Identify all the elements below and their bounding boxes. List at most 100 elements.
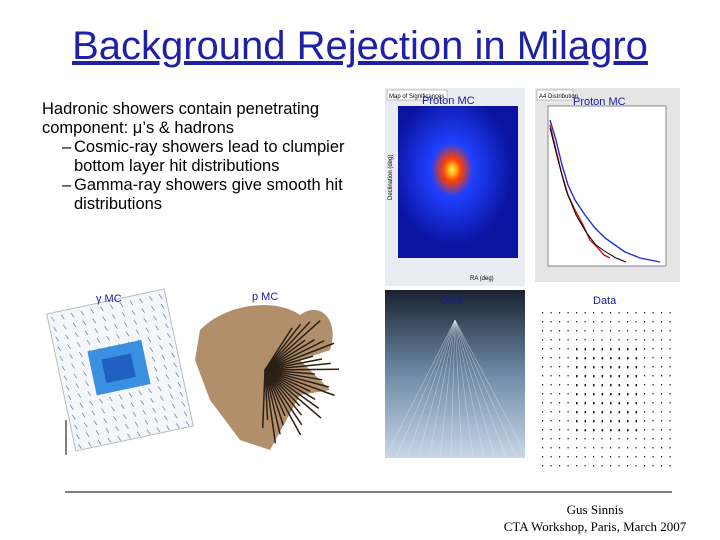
hit-tick [72, 322, 77, 328]
hit-dot [627, 366, 629, 369]
hit-tick [61, 365, 66, 371]
hit-dot [669, 330, 671, 332]
hit-dot [559, 402, 561, 404]
hit-dot [542, 348, 544, 350]
hit-tick [125, 423, 129, 429]
sub-bullet: – Gamma-ray showers give smooth hit distr… [62, 176, 362, 214]
hit-dot [661, 447, 663, 449]
hit-dot [644, 321, 646, 323]
hit-tick [95, 430, 100, 435]
hit-dot [635, 465, 637, 467]
photo-rays [384, 319, 529, 459]
hit-tick [90, 308, 94, 314]
hit-dot [627, 447, 629, 449]
hit-dot [601, 411, 604, 414]
hit-dot [559, 312, 561, 314]
hit-dot [644, 447, 646, 449]
hit-dot [550, 438, 552, 440]
hit-dot [635, 402, 638, 405]
hit-dot [652, 339, 654, 341]
hit-dot [618, 312, 620, 314]
hit-tick [103, 418, 108, 424]
hit-tick [92, 318, 96, 324]
streak [264, 369, 316, 400]
hit-dot [601, 402, 604, 405]
hit-dot [618, 447, 620, 449]
hit-dot [627, 375, 629, 378]
hit-dot [576, 438, 578, 440]
streak [264, 358, 323, 371]
hit-tick [171, 403, 176, 409]
hit-tick [120, 404, 125, 410]
hit-dot [593, 339, 595, 341]
hit-dot [601, 438, 603, 440]
hit-dot [567, 402, 569, 404]
hit-tick [131, 310, 136, 315]
ray [454, 319, 496, 459]
body-text: Hadronic showers contain penetrating com… [42, 100, 362, 214]
hit-dot [644, 375, 646, 377]
y-label: Declination (deg) [388, 155, 394, 200]
caption: A4 Distribution [539, 94, 578, 100]
hit-tick [101, 408, 105, 414]
hit-tick [123, 321, 128, 327]
ray [454, 319, 463, 459]
hit-tick [128, 392, 133, 398]
hit-dot [567, 366, 569, 368]
hit-dot [593, 402, 595, 405]
hit-dot [635, 438, 637, 440]
hit-dot [644, 330, 646, 332]
hit-display [535, 295, 680, 480]
streak [264, 369, 303, 416]
hit-tick [74, 424, 78, 430]
hit-tick [65, 385, 70, 391]
hit-tick [127, 433, 131, 439]
hit-tick [142, 409, 147, 415]
hit-dot [542, 393, 544, 395]
hit-dot [550, 375, 552, 377]
hit-dot [610, 312, 612, 314]
hit-dot [618, 348, 621, 351]
hit-tick [165, 323, 169, 329]
hit-dot [593, 438, 595, 440]
caption-box [536, 89, 574, 101]
hit-dot [593, 357, 595, 360]
hit-dot [584, 411, 587, 414]
hit-dot [669, 447, 671, 449]
hit-dot [610, 465, 612, 467]
hit-dot [550, 465, 552, 467]
hit-tick [129, 300, 134, 306]
hit-tick [73, 373, 78, 379]
hit-dot [644, 402, 646, 404]
hit-tick [89, 400, 94, 406]
hit-dot [627, 339, 629, 341]
hit-tick [59, 356, 64, 361]
hit-dot [601, 348, 604, 351]
hit-tick [151, 305, 155, 311]
hit-dot [559, 384, 561, 386]
hit-dot [584, 348, 587, 351]
hit-dot [559, 411, 561, 413]
hit-dot [661, 393, 663, 395]
hit-dot [635, 321, 637, 323]
hit-dot [567, 384, 569, 386]
hit-dot [635, 429, 638, 432]
hit-dot [635, 456, 637, 458]
hit-dot [618, 465, 620, 467]
hit-dot [644, 438, 646, 440]
hit-dot [618, 402, 621, 405]
hit-dot [559, 447, 561, 449]
hit-dot [610, 321, 612, 323]
hit-dot [542, 411, 544, 413]
ray [454, 319, 474, 459]
hit-tick [80, 310, 85, 316]
hit-dot [618, 438, 620, 440]
hit-dot [567, 375, 569, 377]
hit-tick [147, 337, 152, 343]
hit-dot [652, 429, 654, 431]
streak [264, 369, 277, 444]
hit-dot [644, 366, 646, 368]
hit-dot [576, 357, 578, 360]
figure-label: γ MC [96, 293, 122, 305]
